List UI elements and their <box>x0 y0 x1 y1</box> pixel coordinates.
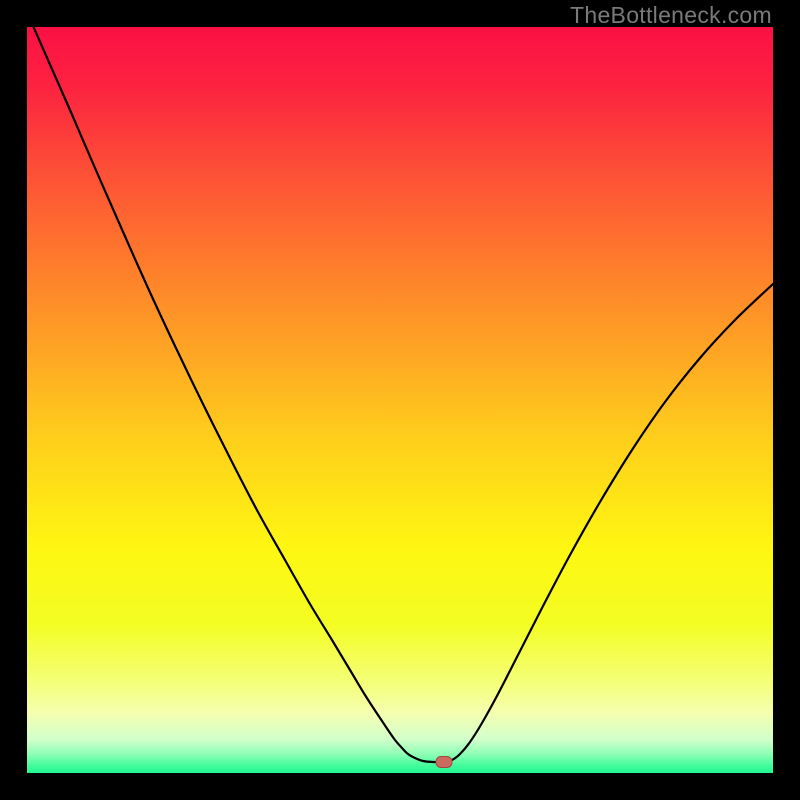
watermark-text: TheBottleneck.com <box>570 2 772 29</box>
minimum-marker <box>436 757 452 768</box>
plot-background <box>27 27 773 773</box>
chart-frame: TheBottleneck.com <box>0 0 800 800</box>
chart-svg <box>0 0 800 800</box>
